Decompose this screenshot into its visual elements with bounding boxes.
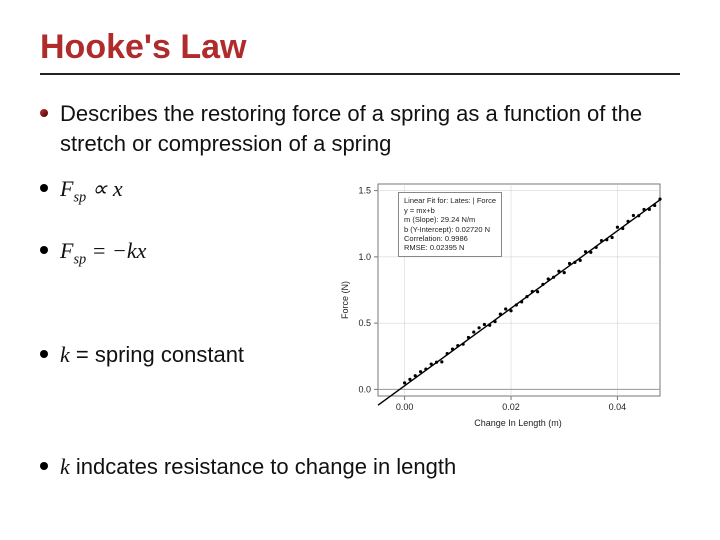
- content-area: Describes the restoring force of a sprin…: [40, 99, 680, 482]
- bullet-4: k = spring constant: [40, 340, 310, 370]
- svg-text:1.5: 1.5: [358, 186, 371, 196]
- bullet-5-text: k indcates resistance to change in lengt…: [60, 452, 456, 482]
- y-axis-label: Force (N): [340, 281, 350, 319]
- svg-text:0.04: 0.04: [609, 402, 627, 412]
- chart-legend: Linear Fit for: Lates: | Forcey = mx+bm …: [398, 192, 502, 256]
- bullet-icon: [40, 184, 48, 192]
- bullet-icon: [40, 109, 48, 117]
- x-axis-label: Change In Length (m): [474, 418, 562, 428]
- svg-text:0.0: 0.0: [358, 385, 371, 395]
- slide: Hooke's Law Describes the restoring forc…: [0, 0, 720, 540]
- bullet-5: k indcates resistance to change in lengt…: [40, 452, 680, 482]
- bullet-icon: [40, 246, 48, 254]
- bullet-3-text: Fsp = −kx: [60, 236, 146, 270]
- bullet-icon: [40, 350, 48, 358]
- spacer: [40, 298, 310, 312]
- bullet-3: Fsp = −kx: [40, 236, 310, 270]
- bullet-1-text: Describes the restoring force of a sprin…: [60, 99, 680, 158]
- svg-text:0.5: 0.5: [358, 319, 371, 329]
- mid-region: Fsp ∝ x Fsp = −kx k = spring constant 0.…: [40, 170, 680, 430]
- left-bullets: Fsp ∝ x Fsp = −kx k = spring constant: [40, 170, 310, 369]
- bullet-icon: [40, 462, 48, 470]
- slide-title: Hooke's Law: [40, 28, 680, 75]
- bullet-2: Fsp ∝ x: [40, 174, 310, 208]
- bullet-2-text: Fsp ∝ x: [60, 174, 123, 208]
- bullet-4-text: k = spring constant: [60, 340, 244, 370]
- svg-text:0.00: 0.00: [396, 402, 414, 412]
- svg-text:0.02: 0.02: [502, 402, 520, 412]
- svg-text:1.0: 1.0: [358, 252, 371, 262]
- bullet-1: Describes the restoring force of a sprin…: [40, 99, 680, 158]
- chart: 0.0 0.5 1.0 1.5 0.00 0.02 0.04 Linear Fit for:…: [320, 170, 680, 430]
